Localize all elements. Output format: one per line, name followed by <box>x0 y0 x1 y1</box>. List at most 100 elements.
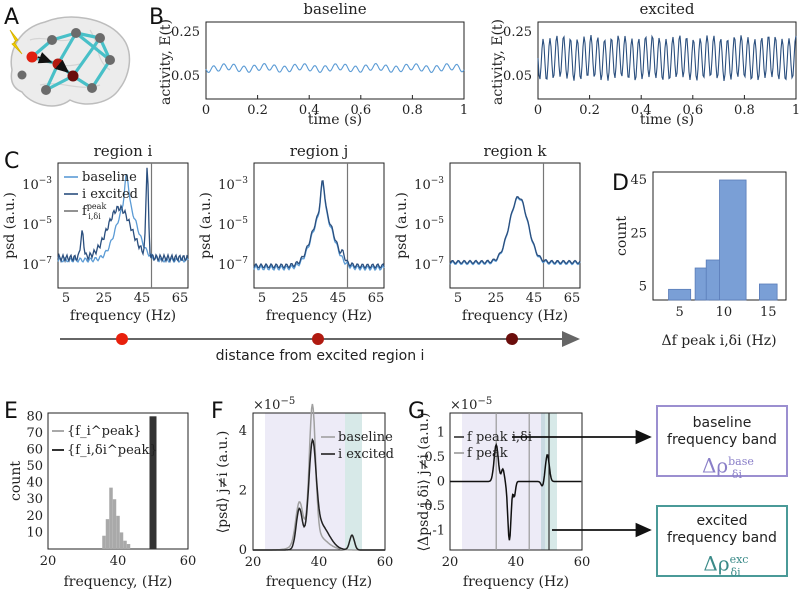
brain-network-illustration <box>9 16 131 107</box>
panel-g-xtick: 40 <box>508 555 525 570</box>
panel-c-axes-k <box>449 162 581 289</box>
panel-d-xtick: 5 <box>675 305 683 320</box>
panel-d-ylabel: count <box>614 216 630 256</box>
panel-c-xlabel-j: frequency (Hz) <box>266 308 372 324</box>
panel-c-xtick: 45 <box>330 291 347 306</box>
panel-b-excited-xtick: 0.6 <box>682 103 703 118</box>
panel-c-ylabel-i: psd (a.u.) <box>2 192 18 259</box>
panel-e-ytick: 60 <box>26 442 43 457</box>
panel-e: count frequency, (Hz) 807060504030201020… <box>8 409 196 590</box>
panel-c-xtick: 65 <box>172 291 189 306</box>
panel-label-d: D <box>612 171 629 196</box>
excited-activity-trace <box>537 34 797 81</box>
panel-d-ytick: 5 <box>639 280 647 295</box>
panel-c-title-k: region k <box>484 142 548 160</box>
baseline-activity-trace <box>205 62 465 74</box>
panel-g-ytick: 0 <box>437 475 445 490</box>
panel-g: ⟨Δpsd j,δi⟩ j≠i (a.u.) frequency (Hz) ×1… <box>416 396 590 590</box>
panel-d: count Δf peak i,δi (Hz) 5 25 45 5 10 15 <box>614 171 787 349</box>
panel-c-baseline-curve-k <box>449 196 581 266</box>
panel-f-xtick: 40 <box>311 555 328 570</box>
panel-b-excited: excited 0.25 0.05 activity, E(t) 0 0.2 0.4… <box>490 0 800 128</box>
panel-b-excited-ytick-low: 0.05 <box>503 69 532 84</box>
baseline-box-line2: frequency band <box>667 432 777 448</box>
panel-b-baseline-xtick: 0.8 <box>402 103 423 118</box>
panel-label-e: E <box>4 399 18 424</box>
baseline-box-line1: baseline <box>692 415 752 431</box>
panel-c-ytick: 10−7 <box>22 256 52 273</box>
panel-b-baseline-ylabel: activity, E(t) <box>158 19 174 105</box>
excited-box-line2: frequency band <box>667 530 777 546</box>
panel-c-title-i: region i <box>94 142 153 160</box>
panel-g-legend-label: f peak i,δi <box>467 430 532 445</box>
panel-e-bar-base <box>119 532 124 549</box>
panel-e-ytick: 10 <box>26 525 43 540</box>
panel-b-excited-xtick: 0 <box>534 103 542 118</box>
panel-c-excited-curve-k <box>449 195 581 265</box>
panel-f-ytick: 0 <box>239 543 247 558</box>
baseline-band-box: baseline frequency band Δρbaseδi <box>656 405 788 481</box>
panel-g-ylabel: ⟨Δpsd j,δi⟩ j≠i (a.u.) <box>416 413 432 552</box>
panel-e-ytick: 20 <box>26 509 43 524</box>
panel-c-ytick: 10−3 <box>414 176 444 193</box>
panel-f-excited-line <box>253 437 385 551</box>
panel-c-ylabel-k: psd (a.u.) <box>394 192 410 259</box>
panel-label-f: F <box>211 399 224 424</box>
panel-g-ytick: 0.5 <box>424 450 445 465</box>
panel-d-bar <box>719 179 747 301</box>
panel-b-baseline-xtick: 0.4 <box>299 103 320 118</box>
panel-b-excited-ytick-high: 0.25 <box>503 25 532 40</box>
panel-e-bar-base <box>109 487 113 549</box>
panel-e-ytick: 70 <box>26 426 43 441</box>
panel-c-title-j: region j <box>290 142 349 160</box>
baseline-band <box>265 413 345 550</box>
panel-c-xtick: 45 <box>134 291 151 306</box>
panel-b-baseline-xlabel: time (s) <box>308 112 362 128</box>
panel-e-bar-base <box>116 515 120 549</box>
excited-band <box>345 413 362 550</box>
panel-e-legend-label: {f_i,δi^peak} <box>67 443 158 458</box>
distance-dot-region-i <box>116 333 128 345</box>
panel-b-excited-xtick: 0.8 <box>734 103 755 118</box>
panel-c-ytick: 10−5 <box>414 216 444 233</box>
panel-b-baseline-title: baseline <box>303 0 366 18</box>
panel-b-baseline-xtick: 0 <box>202 103 210 118</box>
panel-d-xtick: 10 <box>716 305 733 320</box>
panel-f-ylabel: ⟨psd⟩ j≠i (a.u.) <box>215 431 231 534</box>
excited-band-box: excited frequency band Δρexcδi <box>656 505 788 579</box>
panel-c-ytick: 10−5 <box>218 216 248 233</box>
panel-c-legend-peak: fpeak i,δi <box>82 202 106 221</box>
panel-c-ylabel-j: psd (a.u.) <box>198 192 214 259</box>
panel-c-excited-curve-j <box>253 180 385 270</box>
panel-g-xtick: 60 <box>574 555 591 570</box>
panel-e-ytick: 40 <box>26 476 43 491</box>
panel-b-baseline: baseline 0.25 0.05 activity, E(t) 0 0.2 0.… <box>158 0 468 128</box>
panel-c-xtick: 45 <box>526 291 543 306</box>
baseline-box-symbol: Δρbaseδi <box>701 453 754 481</box>
panel-c-xtick: 5 <box>258 291 266 306</box>
distance-dot-region-j <box>312 333 324 345</box>
panel-g-ytick: 1 <box>437 426 445 441</box>
panel-c-excited-curve-i <box>57 167 189 264</box>
panel-f-scale: ×10−5 <box>253 396 295 413</box>
panel-c-axes-i <box>57 162 189 289</box>
panel-c: region i psd (a.u.) frequency (Hz) 10−3 10−5… <box>2 142 581 324</box>
panel-e-xtick: 60 <box>180 554 197 569</box>
panel-c-baseline-curve-j <box>253 182 385 272</box>
panel-f-xlabel: frequency (Hz) <box>266 574 372 590</box>
panel-c-xtick: 5 <box>62 291 70 306</box>
panel-e-bar-base <box>123 540 127 549</box>
panel-c-xtick: 5 <box>454 291 462 306</box>
panel-c-xtick: 25 <box>292 291 309 306</box>
panel-b-excited-ylabel: activity, E(t) <box>490 19 506 105</box>
panel-b-baseline-ytick-low: 0.05 <box>171 69 200 84</box>
lightning-bolt-icon <box>9 29 23 55</box>
panel-c-ytick: 10−3 <box>22 176 52 193</box>
panel-g-legend-label: f peak <box>467 446 508 461</box>
panel-d-ytick: 45 <box>630 173 647 188</box>
panel-c-xlabel-i: frequency (Hz) <box>70 308 176 324</box>
panel-b-excited-xtick: 0.2 <box>579 103 600 118</box>
panel-b-baseline-xtick: 0.6 <box>350 103 371 118</box>
panel-c-legend-label: i excited <box>82 187 138 202</box>
